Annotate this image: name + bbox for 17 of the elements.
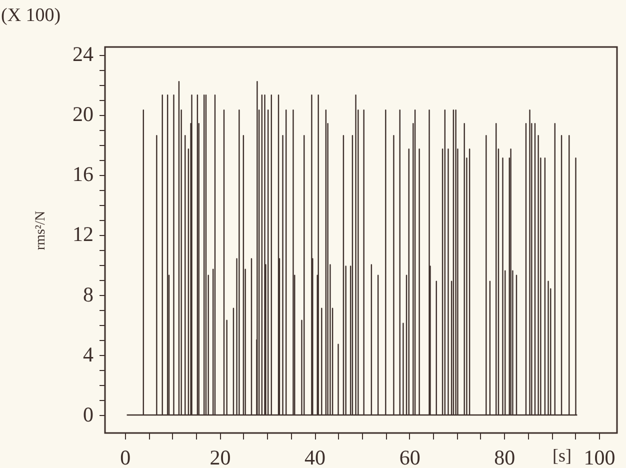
x-tick-label: 60 — [399, 446, 420, 468]
x-tick-label: 0 — [120, 446, 131, 468]
x-tick-label: 100 — [584, 446, 616, 468]
x-tick-label: 20 — [210, 446, 231, 468]
x-tick-label: 40 — [304, 446, 326, 468]
y-tick-label: 12 — [72, 222, 94, 246]
x-axis-title: [s] — [552, 446, 572, 466]
y-tick-label: 16 — [72, 162, 94, 186]
y-tick-label: 4 — [83, 342, 94, 366]
line-series — [126, 80, 578, 416]
y-tick-label: 20 — [72, 102, 94, 126]
y-tick-label: 8 — [83, 282, 94, 306]
x-tick-label: 80 — [494, 446, 516, 468]
text: (X 100) — [1, 5, 61, 26]
y-tick-label: 0 — [83, 402, 94, 426]
y-tick-label: 24 — [72, 42, 94, 66]
y-axis-title: rms²/N — [34, 210, 48, 250]
